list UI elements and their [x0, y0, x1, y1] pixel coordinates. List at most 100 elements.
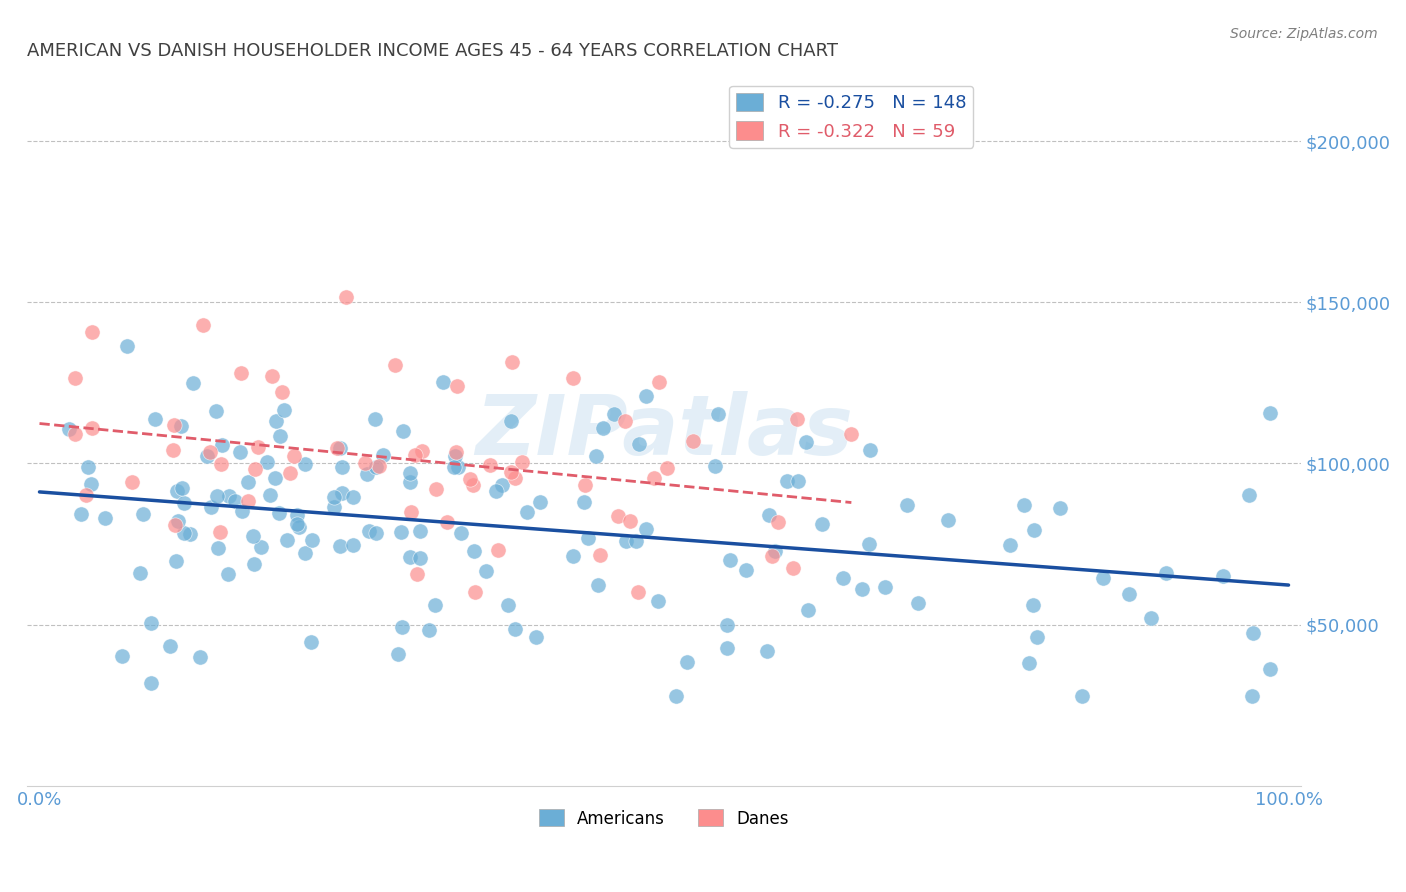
Point — [273, 403, 295, 417]
Point — [510, 455, 533, 469]
Point — [479, 458, 502, 472]
Point — [75, 488, 97, 502]
Point — [1012, 498, 1035, 512]
Point — [450, 525, 472, 540]
Point — [326, 441, 349, 455]
Point — [111, 648, 134, 663]
Point — [619, 514, 641, 528]
Point — [503, 471, 526, 485]
Point — [858, 536, 880, 550]
Point — [166, 484, 188, 499]
Point — [259, 488, 281, 502]
Point — [256, 455, 278, 469]
Point — [1092, 571, 1115, 585]
Point — [529, 495, 551, 509]
Point — [167, 514, 190, 528]
Point — [655, 461, 678, 475]
Point — [115, 339, 138, 353]
Point — [716, 641, 738, 656]
Point — [1240, 689, 1263, 703]
Point — [491, 477, 513, 491]
Point — [209, 457, 232, 471]
Point — [58, 422, 80, 436]
Point — [586, 578, 609, 592]
Point — [165, 518, 187, 533]
Point — [758, 508, 780, 522]
Point — [299, 635, 322, 649]
Point — [718, 553, 741, 567]
Point — [408, 524, 430, 538]
Point — [238, 475, 260, 489]
Point — [224, 493, 246, 508]
Point — [1000, 538, 1022, 552]
Point — [398, 475, 420, 490]
Point — [364, 412, 387, 426]
Point — [562, 370, 585, 384]
Point — [205, 404, 228, 418]
Point — [165, 553, 187, 567]
Point — [636, 523, 658, 537]
Point — [398, 467, 420, 481]
Point — [392, 424, 415, 438]
Point — [811, 516, 834, 531]
Point — [364, 525, 387, 540]
Point — [246, 440, 269, 454]
Point — [129, 566, 152, 580]
Point — [250, 540, 273, 554]
Point — [143, 412, 166, 426]
Point — [486, 542, 509, 557]
Point — [423, 599, 446, 613]
Point — [398, 549, 420, 564]
Point — [1026, 630, 1049, 644]
Point — [209, 524, 232, 539]
Point — [211, 438, 233, 452]
Point — [323, 490, 346, 504]
Point — [444, 449, 467, 463]
Point — [353, 457, 375, 471]
Point — [162, 443, 184, 458]
Point — [335, 290, 357, 304]
Point — [285, 508, 308, 522]
Point — [173, 496, 195, 510]
Point — [276, 533, 298, 547]
Point — [515, 505, 537, 519]
Point — [198, 445, 221, 459]
Point — [572, 495, 595, 509]
Text: ZIPatlas: ZIPatlas — [475, 391, 853, 472]
Point — [463, 543, 485, 558]
Point — [391, 620, 413, 634]
Point — [716, 617, 738, 632]
Point — [79, 477, 101, 491]
Point — [242, 529, 264, 543]
Point — [851, 582, 873, 596]
Point — [1022, 598, 1045, 612]
Point — [294, 457, 316, 471]
Point — [907, 596, 929, 610]
Point — [200, 500, 222, 514]
Point — [475, 564, 498, 578]
Point — [278, 466, 301, 480]
Point — [786, 475, 808, 489]
Point — [735, 563, 758, 577]
Point — [94, 510, 117, 524]
Point — [682, 434, 704, 448]
Point — [65, 427, 87, 442]
Point — [707, 407, 730, 421]
Point — [634, 389, 657, 403]
Point — [217, 567, 239, 582]
Point — [607, 509, 630, 524]
Point — [229, 445, 252, 459]
Point — [159, 639, 181, 653]
Point — [616, 533, 638, 548]
Point — [1239, 488, 1261, 502]
Point — [330, 459, 353, 474]
Point — [936, 513, 959, 527]
Point — [207, 541, 229, 555]
Point — [139, 676, 162, 690]
Point — [288, 519, 311, 533]
Point — [499, 414, 522, 428]
Point — [643, 471, 665, 485]
Point — [503, 622, 526, 636]
Point — [831, 571, 853, 585]
Point — [436, 515, 458, 529]
